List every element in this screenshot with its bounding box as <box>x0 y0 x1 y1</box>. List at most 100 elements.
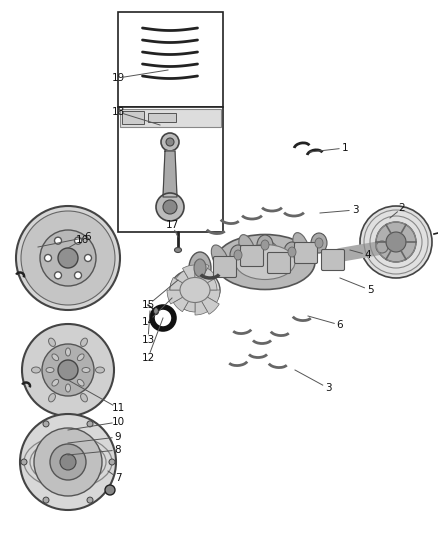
Circle shape <box>87 497 93 503</box>
Ellipse shape <box>257 235 273 255</box>
Ellipse shape <box>170 269 220 311</box>
Circle shape <box>58 360 78 380</box>
Bar <box>118 107 223 232</box>
Text: 6: 6 <box>85 232 91 242</box>
Ellipse shape <box>189 252 211 284</box>
Text: 10: 10 <box>111 417 124 427</box>
Circle shape <box>156 193 184 221</box>
Circle shape <box>85 254 92 262</box>
Circle shape <box>16 206 120 310</box>
Ellipse shape <box>95 367 105 373</box>
Wedge shape <box>173 290 195 312</box>
Circle shape <box>40 230 96 286</box>
Ellipse shape <box>52 354 59 361</box>
Circle shape <box>360 206 432 278</box>
Circle shape <box>45 254 52 262</box>
Ellipse shape <box>78 354 84 361</box>
Wedge shape <box>195 279 217 290</box>
Ellipse shape <box>78 379 84 386</box>
Ellipse shape <box>174 247 181 253</box>
Wedge shape <box>167 290 195 304</box>
Ellipse shape <box>215 235 315 289</box>
Circle shape <box>21 211 115 305</box>
Circle shape <box>105 485 115 495</box>
Circle shape <box>43 497 49 503</box>
Circle shape <box>34 428 102 496</box>
Circle shape <box>376 222 416 262</box>
Wedge shape <box>183 265 195 290</box>
Text: 5: 5 <box>367 285 373 295</box>
Text: 3: 3 <box>352 205 358 215</box>
Circle shape <box>21 459 27 465</box>
Ellipse shape <box>46 367 54 373</box>
Circle shape <box>163 200 177 214</box>
Wedge shape <box>195 262 209 290</box>
Circle shape <box>43 421 49 427</box>
Ellipse shape <box>153 308 159 314</box>
Ellipse shape <box>239 235 255 261</box>
Polygon shape <box>163 151 177 197</box>
FancyBboxPatch shape <box>294 243 318 263</box>
Circle shape <box>58 248 78 268</box>
Text: 11: 11 <box>111 403 125 413</box>
Text: 6: 6 <box>337 320 343 330</box>
Text: 12: 12 <box>141 353 155 363</box>
Text: 17: 17 <box>166 220 179 230</box>
Wedge shape <box>170 278 195 290</box>
Wedge shape <box>195 290 220 303</box>
Bar <box>148 113 176 122</box>
Text: 16: 16 <box>75 235 88 245</box>
Ellipse shape <box>82 367 90 373</box>
Ellipse shape <box>52 379 59 386</box>
Ellipse shape <box>66 384 71 392</box>
Wedge shape <box>195 290 219 314</box>
Text: 14: 14 <box>141 317 155 327</box>
FancyBboxPatch shape <box>268 253 290 273</box>
Ellipse shape <box>265 242 283 268</box>
Ellipse shape <box>261 240 269 250</box>
FancyBboxPatch shape <box>213 256 237 278</box>
Text: 4: 4 <box>365 250 371 260</box>
Bar <box>120 109 221 127</box>
Ellipse shape <box>180 278 210 303</box>
Text: 19: 19 <box>111 73 125 83</box>
Bar <box>118 12 223 107</box>
Ellipse shape <box>230 245 246 265</box>
Text: 13: 13 <box>141 335 155 345</box>
Circle shape <box>74 237 81 244</box>
Ellipse shape <box>293 232 309 260</box>
Ellipse shape <box>311 233 327 253</box>
Ellipse shape <box>235 245 295 279</box>
Circle shape <box>20 414 116 510</box>
Ellipse shape <box>32 367 40 373</box>
Circle shape <box>87 421 93 427</box>
Text: 7: 7 <box>115 473 121 483</box>
Ellipse shape <box>315 238 323 248</box>
Circle shape <box>386 232 406 252</box>
Text: 18: 18 <box>111 107 125 117</box>
Wedge shape <box>195 290 208 315</box>
Text: 8: 8 <box>115 445 121 455</box>
Circle shape <box>109 459 115 465</box>
Text: 9: 9 <box>115 432 121 442</box>
Ellipse shape <box>49 393 56 402</box>
Circle shape <box>166 138 174 146</box>
FancyBboxPatch shape <box>240 246 264 266</box>
Ellipse shape <box>376 241 388 253</box>
Ellipse shape <box>81 393 88 402</box>
Circle shape <box>60 454 76 470</box>
FancyBboxPatch shape <box>321 249 345 271</box>
Circle shape <box>50 444 86 480</box>
Wedge shape <box>184 290 195 312</box>
Ellipse shape <box>284 242 300 262</box>
Circle shape <box>54 237 61 244</box>
Ellipse shape <box>66 348 71 356</box>
Text: 15: 15 <box>141 300 155 310</box>
Circle shape <box>54 272 61 279</box>
Circle shape <box>42 344 94 396</box>
Circle shape <box>74 272 81 279</box>
Wedge shape <box>176 271 195 290</box>
Bar <box>122 111 144 124</box>
Ellipse shape <box>194 259 206 277</box>
Ellipse shape <box>211 245 229 271</box>
